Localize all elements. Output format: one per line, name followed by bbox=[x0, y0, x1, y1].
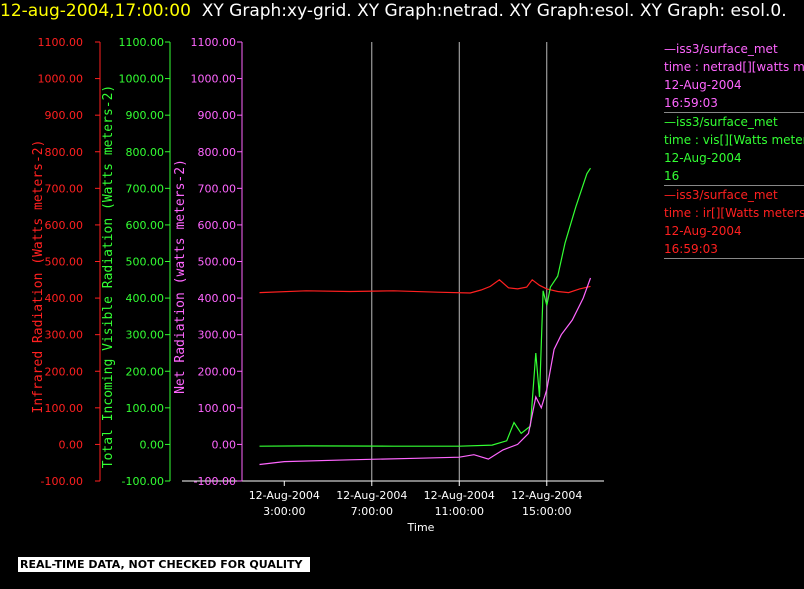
legend-field: time : vis[][Watts meters-2] bbox=[664, 133, 804, 147]
y-tick-label: 500.00 bbox=[126, 256, 165, 269]
y-tick-label: 700.00 bbox=[198, 182, 237, 195]
x-tick-label-time: 15:00:00 bbox=[522, 505, 571, 518]
x-axis-label: Time bbox=[407, 521, 435, 534]
y-tick-label: 100.00 bbox=[126, 402, 165, 415]
legend-date: 12-Aug-2004 bbox=[664, 78, 742, 92]
legend-date: 12-Aug-2004 bbox=[664, 224, 742, 238]
x-tick-label-time: 7:00:00 bbox=[351, 505, 393, 518]
y-tick-label: 200.00 bbox=[198, 365, 237, 378]
y-axis-title: Net Radiation (watts meters-2) bbox=[173, 159, 188, 394]
legend-time: 16:59:03 bbox=[664, 242, 718, 256]
x-tick-label-time: 3:00:00 bbox=[263, 505, 305, 518]
y-axis-title: Infrared Radiation (Watts meters-2) bbox=[31, 140, 46, 414]
x-tick-label-time: 11:00:00 bbox=[435, 505, 484, 518]
legend-time: 16:59:03 bbox=[664, 96, 718, 110]
series-line-1 bbox=[259, 167, 592, 447]
y-tick-label: 1000.00 bbox=[119, 73, 165, 86]
y-tick-label: 900.00 bbox=[198, 109, 237, 122]
legend-entry-ir: —iss3/surface_met time : ir[][Watts mete… bbox=[664, 186, 804, 259]
y-tick-label: 600.00 bbox=[198, 219, 237, 232]
y-tick-label: 500.00 bbox=[45, 256, 84, 269]
title-graph-list: XY Graph:xy-grid. XY Graph:netrad. XY Gr… bbox=[201, 1, 787, 21]
y-tick-label: -100.00 bbox=[194, 475, 236, 488]
y-tick-label: 500.00 bbox=[198, 256, 237, 269]
y-tick-label: 100.00 bbox=[198, 402, 237, 415]
legend-source: —iss3/surface_met bbox=[664, 42, 778, 56]
y-tick-label: 300.00 bbox=[126, 329, 165, 342]
y-tick-label: 700.00 bbox=[126, 182, 165, 195]
y-tick-label: 100.00 bbox=[45, 402, 84, 415]
y-tick-label: -100.00 bbox=[122, 475, 164, 488]
y-tick-label: 600.00 bbox=[126, 219, 165, 232]
x-tick-label-date: 12-Aug-2004 bbox=[424, 489, 495, 502]
legend: —iss3/surface_met time : netrad[][watts … bbox=[664, 40, 804, 259]
y-tick-label: 800.00 bbox=[198, 146, 237, 159]
legend-entry-vis: —iss3/surface_met time : vis[][Watts met… bbox=[664, 113, 804, 186]
y-tick-label: 1100.00 bbox=[38, 36, 84, 49]
legend-time: 16 bbox=[664, 169, 680, 183]
y-tick-label: 0.00 bbox=[212, 438, 237, 451]
legend-date: 12-Aug-2004 bbox=[664, 151, 742, 165]
legend-field: time : ir[][Watts meters-2] bbox=[664, 206, 804, 220]
y-tick-label: 400.00 bbox=[198, 292, 237, 305]
y-tick-label: 400.00 bbox=[45, 292, 84, 305]
y-tick-label: 800.00 bbox=[45, 146, 84, 159]
y-tick-label: 900.00 bbox=[126, 109, 165, 122]
y-tick-label: 300.00 bbox=[198, 329, 237, 342]
graph-title: 12-aug-2004,17:00:00 XY Graph:xy-grid. X… bbox=[0, 0, 804, 22]
x-tick-label-date: 12-Aug-2004 bbox=[249, 489, 320, 502]
y-tick-label: 300.00 bbox=[45, 329, 84, 342]
y-tick-label: 0.00 bbox=[59, 438, 84, 451]
y-axis-title: Total Incoming Visible Radiation (Watts … bbox=[101, 85, 116, 469]
legend-entry-netrad: —iss3/surface_met time : netrad[][watts … bbox=[664, 40, 804, 113]
y-tick-label: 1000.00 bbox=[191, 73, 237, 86]
y-tick-label: 1100.00 bbox=[191, 36, 237, 49]
x-tick-label-date: 12-Aug-2004 bbox=[336, 489, 407, 502]
y-tick-label: 700.00 bbox=[45, 182, 84, 195]
y-tick-label: 200.00 bbox=[45, 365, 84, 378]
y-tick-label: 900.00 bbox=[45, 109, 84, 122]
y-tick-label: 0.00 bbox=[140, 438, 165, 451]
y-tick-label: 1000.00 bbox=[38, 73, 84, 86]
y-tick-label: 800.00 bbox=[126, 146, 165, 159]
legend-source: —iss3/surface_met bbox=[664, 115, 778, 129]
x-tick-label-date: 12-Aug-2004 bbox=[511, 489, 582, 502]
series-line-2 bbox=[259, 277, 592, 466]
legend-field: time : netrad[][watts meters-2] bbox=[664, 60, 804, 74]
y-tick-label: 400.00 bbox=[126, 292, 165, 305]
legend-source: —iss3/surface_met bbox=[664, 188, 778, 202]
y-tick-label: -100.00 bbox=[41, 475, 83, 488]
y-tick-label: 200.00 bbox=[126, 365, 165, 378]
title-timestamp: 12-aug-2004,17:00:00 bbox=[0, 1, 191, 21]
quality-note: REAL-TIME DATA, NOT CHECKED FOR QUALITY bbox=[18, 557, 311, 572]
y-tick-label: 600.00 bbox=[45, 219, 84, 232]
series-line-0 bbox=[259, 278, 591, 294]
y-tick-label: 1100.00 bbox=[119, 36, 165, 49]
